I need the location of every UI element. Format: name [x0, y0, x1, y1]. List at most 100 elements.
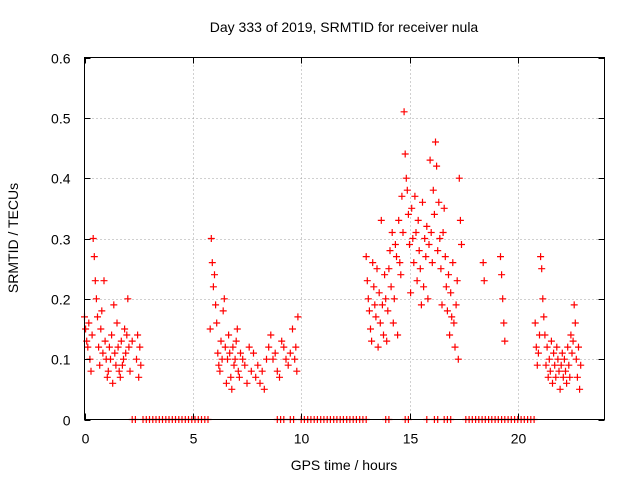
data-point — [278, 337, 286, 345]
data-point — [219, 307, 227, 315]
data-point — [543, 343, 551, 351]
axis-ticks: 0 0.1 0.2 0.3 0.4 0.5 0.6 0 5 10 15 20 — [51, 51, 605, 447]
data-point — [573, 373, 581, 381]
data-point — [424, 295, 432, 303]
data-point — [247, 367, 255, 375]
data-point — [544, 373, 552, 381]
data-point — [107, 355, 114, 363]
data-point — [260, 385, 268, 393]
data-point — [539, 295, 547, 303]
data-point — [415, 247, 423, 255]
data-point — [540, 313, 548, 321]
y-tick-label: 0.1 — [51, 352, 71, 368]
data-point — [549, 379, 556, 387]
data-point — [229, 343, 237, 351]
data-point — [245, 343, 253, 351]
data-point — [254, 361, 262, 369]
data-point — [367, 325, 374, 333]
data-point — [567, 331, 575, 339]
data-point — [85, 319, 93, 327]
data-point — [216, 367, 224, 375]
data-point — [423, 222, 431, 230]
data-point — [209, 283, 217, 291]
data-point — [294, 313, 302, 321]
x-tick-label: 5 — [190, 431, 198, 447]
data-point — [98, 307, 106, 315]
y-tick-label: 0 — [63, 413, 71, 429]
data-point — [89, 235, 97, 242]
data-point — [393, 253, 400, 261]
data-point — [436, 235, 444, 242]
data-point — [407, 289, 415, 297]
data-point — [289, 325, 296, 333]
data-point — [267, 331, 275, 339]
data-point — [388, 229, 396, 236]
data-point — [101, 337, 109, 345]
data-point — [105, 343, 113, 351]
data-point — [292, 343, 300, 351]
chart-title: Day 333 of 2019, SRMTID for receiver nul… — [210, 19, 479, 35]
data-point — [537, 253, 545, 261]
data-point — [430, 210, 438, 218]
data-point — [391, 241, 399, 248]
data-point — [271, 349, 279, 357]
data-point — [409, 235, 417, 242]
data-point — [417, 301, 425, 309]
data-point — [82, 325, 90, 333]
data-point — [480, 277, 488, 285]
data-point — [569, 337, 577, 345]
data-point — [435, 198, 443, 206]
data-point — [293, 367, 301, 375]
data-point — [221, 343, 229, 351]
data-point — [217, 337, 225, 345]
data-point — [122, 349, 130, 357]
data-point — [369, 259, 377, 267]
data-point — [114, 343, 122, 351]
data-point — [541, 331, 549, 339]
data-point — [206, 325, 214, 333]
data-point — [126, 367, 134, 375]
data-point — [429, 186, 437, 194]
x-tick-label: 20 — [511, 431, 527, 447]
data-point — [234, 367, 242, 375]
data-point — [125, 343, 133, 351]
data-point — [533, 361, 541, 369]
data-point — [137, 361, 145, 369]
data-point — [538, 265, 546, 273]
data-point — [394, 331, 402, 339]
data-point — [565, 361, 573, 369]
data-point — [276, 373, 283, 381]
data-point — [499, 295, 507, 303]
data-point — [385, 265, 393, 273]
y-tick-label: 0.4 — [51, 171, 71, 187]
data-point — [123, 331, 131, 339]
data-point — [222, 379, 230, 387]
data-point — [363, 277, 371, 285]
data-point — [454, 355, 462, 363]
data-point — [280, 343, 288, 351]
data-point — [449, 259, 457, 267]
data-point — [439, 229, 447, 236]
data-point — [560, 355, 568, 363]
data-point — [115, 367, 123, 375]
data-point — [273, 367, 281, 375]
data-point — [575, 343, 582, 351]
data-point — [96, 361, 104, 369]
data-point — [207, 235, 215, 242]
data-point — [227, 373, 235, 381]
data-point — [428, 259, 436, 267]
data-point — [250, 349, 257, 357]
data-point — [534, 349, 542, 357]
data-point — [448, 313, 456, 321]
data-point — [412, 229, 420, 236]
data-point — [365, 307, 373, 315]
data-point — [557, 361, 565, 369]
data-point — [136, 343, 144, 351]
grid — [84, 57, 605, 420]
data-point — [113, 319, 121, 327]
data-point — [121, 325, 129, 333]
data-point — [410, 259, 418, 267]
x-tick-label: 10 — [294, 431, 310, 447]
data-point — [402, 174, 410, 182]
data-point — [243, 379, 251, 387]
